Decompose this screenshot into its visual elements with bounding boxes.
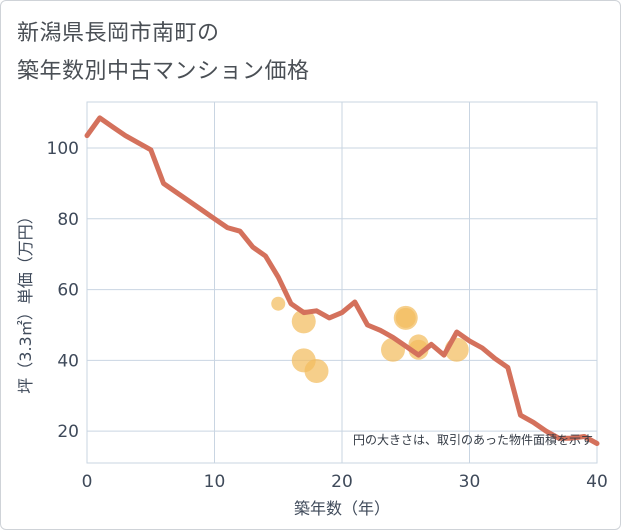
y-tick-label: 20 [57,422,79,442]
x-tick-label: 30 [459,472,481,492]
transaction-bubble [271,296,286,311]
average-price-line [84,115,600,446]
y-axis-ticks: 20 40 60 80 100 [47,139,79,442]
transaction-bubble [291,309,316,334]
transaction-bubble [304,358,329,383]
y-tick-label: 60 [57,281,79,301]
y-tick-label: 100 [47,139,79,159]
chart-title-line2: 築年数別中古マンション価格 [17,59,310,84]
transaction-bubble [395,307,416,328]
y-axis-label: 坪（3.3㎡）単価（万円） [16,208,35,393]
x-axis-label: 築年数（年） [294,499,390,518]
x-tick-label: 20 [331,472,353,492]
transaction-bubble [408,339,429,360]
x-tick-label: 10 [204,472,226,492]
grid-lines [86,102,598,463]
x-axis-ticks: 0 10 20 30 40 [82,472,608,492]
y-tick-label: 40 [57,351,79,371]
x-tick-label: 0 [82,472,93,492]
x-tick-label: 40 [586,472,608,492]
chart-title-line1: 新潟県長岡市南町の [17,21,220,46]
bubble-size-note: 円の大きさは、取引のあった物件面積を示す [353,432,593,447]
y-tick-label: 80 [57,210,79,230]
